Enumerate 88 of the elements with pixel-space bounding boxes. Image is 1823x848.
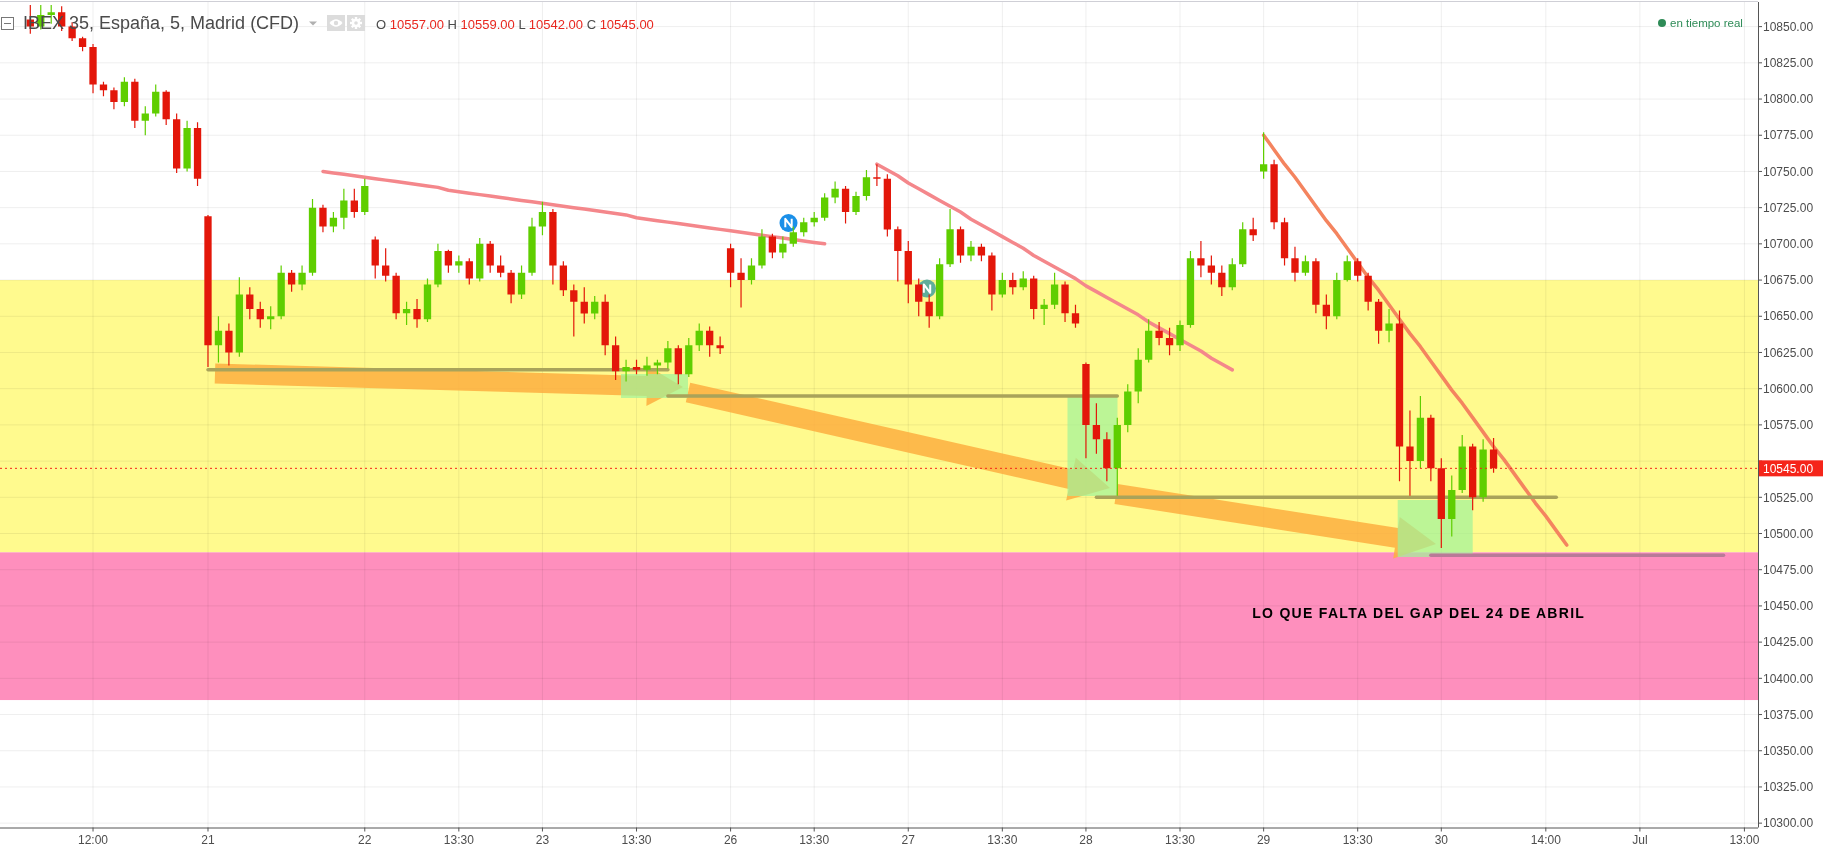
candlestick: [1385, 309, 1393, 343]
candlestick: [528, 217, 536, 276]
candlestick: [737, 258, 745, 308]
y-tick-label: 10600.00: [1763, 381, 1814, 396]
y-tick-label: 10750.00: [1763, 164, 1814, 179]
candlestick: [1197, 240, 1205, 278]
y-tick-label: 10725.00: [1763, 200, 1814, 215]
y-tick-label: 10525.00: [1763, 490, 1814, 505]
x-tick-label: 13:30: [987, 832, 1018, 847]
candlestick: [455, 255, 463, 273]
candlestick: [1103, 432, 1111, 482]
y-tick-label: 10450.00: [1763, 599, 1814, 614]
text: O 10557.00 H 10559.00 L 10542.00 C 10545.00: [376, 17, 654, 32]
x-tick-label: 13:00: [1729, 832, 1760, 847]
candlestick: [110, 87, 118, 110]
candlestick: [716, 336, 724, 354]
y-tick-label: 10400.00: [1763, 671, 1814, 686]
x-tick-label: 13:30: [1342, 832, 1374, 847]
y-tick-label: 10775.00: [1763, 128, 1814, 143]
candlestick: [183, 120, 191, 172]
candlestick: [507, 269, 515, 304]
candlestick: [1312, 258, 1320, 314]
candlestick: [298, 265, 306, 291]
y-tick-label: 10500.00: [1763, 526, 1814, 541]
candlestick: [622, 359, 630, 382]
line-series: [875, 162, 1235, 372]
candlestick: [549, 209, 557, 285]
candlestick: [873, 164, 881, 186]
candlestick: [946, 209, 954, 268]
candlestick: [1061, 281, 1069, 323]
x-tick-label: 26: [723, 832, 738, 847]
y-tick-label: 10675.00: [1763, 273, 1814, 288]
x-tick-label: 21: [201, 832, 215, 847]
candlestick: [988, 252, 996, 311]
y-tick-label: 10700.00: [1763, 237, 1814, 252]
y-tick-label: 10325.00: [1763, 780, 1814, 795]
candlestick: [852, 191, 860, 215]
line-series: [1261, 133, 1569, 547]
x-tick-label: 29: [1256, 832, 1271, 847]
candlestick: [779, 236, 787, 259]
candlestick: [1291, 246, 1299, 282]
x-tick-label: 13:30: [1165, 832, 1196, 847]
candlestick: [1082, 362, 1090, 459]
x-tick-label: 13:30: [621, 832, 652, 847]
x-tick-label: 14:00: [1530, 832, 1562, 847]
y-tick-label: 10575.00: [1763, 418, 1814, 433]
candlestick: [413, 298, 421, 328]
candlestick: [1364, 272, 1372, 311]
candlestick: [204, 214, 212, 367]
y-tick-label: 10800.00: [1763, 92, 1814, 107]
candlestick: [831, 181, 839, 204]
candlestick: [1479, 439, 1487, 502]
x-tick-label: Jul: [1632, 832, 1648, 847]
candlestick: [434, 243, 442, 288]
y-tick-label: 10300.00: [1763, 816, 1814, 831]
candlestick: [392, 272, 400, 320]
candlestick: [967, 240, 975, 262]
x-tick-label: 22: [358, 832, 372, 847]
candlestick: [89, 44, 97, 94]
candlestick: [1427, 414, 1435, 482]
x-tick-label: 23: [535, 832, 550, 847]
candlestick: [758, 229, 766, 269]
ref-line-label: 10545.00: [1763, 461, 1814, 476]
band-label: LO QUE FALTA DEL GAP DEL 24 DE ABRIL: [1252, 604, 1586, 621]
x-tick-label: 28: [1079, 832, 1093, 847]
line-series: [321, 169, 827, 246]
y-tick-label: 10375.00: [1763, 707, 1814, 722]
y-tick-label: 10625.00: [1763, 345, 1814, 360]
y-tick-label: 10350.00: [1763, 743, 1814, 758]
x-tick-label: 27: [901, 832, 916, 847]
candlestick: [319, 204, 327, 233]
x-tick-label: 30: [1434, 832, 1449, 847]
y-tick-label: 10475.00: [1763, 562, 1814, 577]
candlestick: [643, 356, 651, 376]
candlestick: [1270, 159, 1278, 230]
x-tick-label: 13:30: [799, 832, 830, 847]
y-tick-label: 10825.00: [1763, 56, 1814, 71]
candlestick: [340, 188, 348, 230]
candlestick: [225, 323, 233, 366]
candlestick: [1406, 410, 1414, 496]
annotation: en tiempo real: [1670, 17, 1743, 29]
y-tick-label: 10650.00: [1763, 309, 1814, 324]
y-tick-label: 10850.00: [1763, 19, 1814, 34]
candlestick: [1176, 320, 1184, 352]
x-tick-label: 13:30: [443, 832, 475, 847]
candlestick: [664, 340, 672, 369]
x-tick-label: 12:00: [78, 832, 109, 847]
y-tick-label: 10425.00: [1763, 635, 1814, 650]
